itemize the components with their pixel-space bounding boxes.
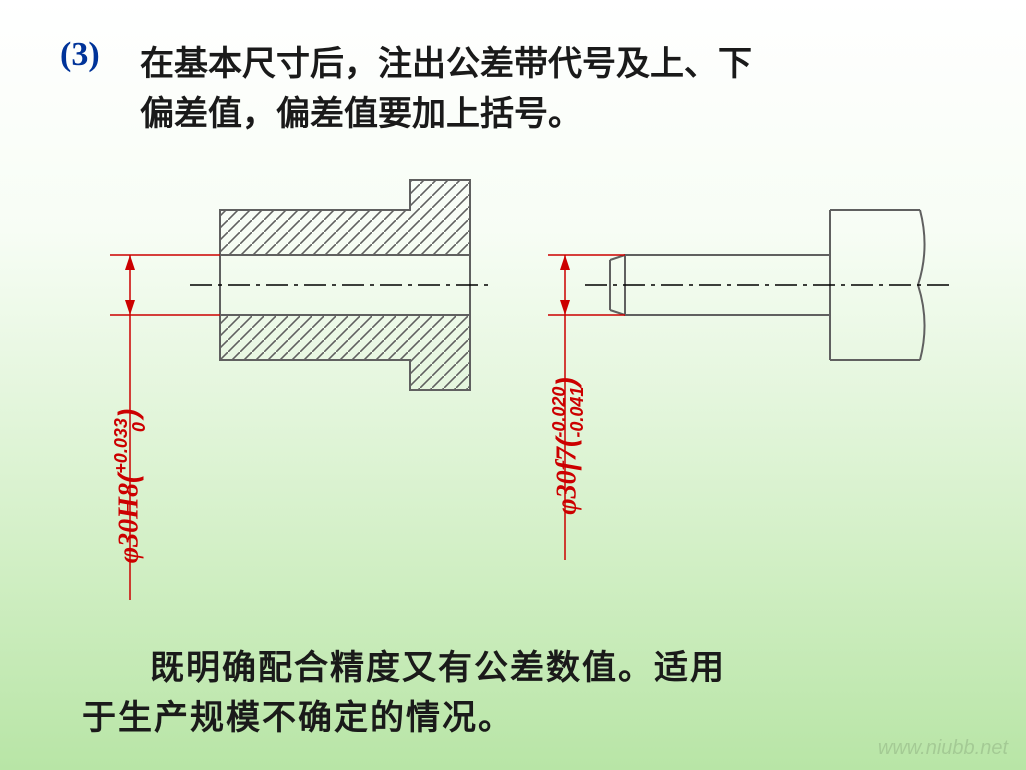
shaft-dim-label: φ30f7( -0.020 -0.041 ) <box>550 286 586 606</box>
footer-line1: 既明确配合精度又有公差数值。适用 <box>150 640 726 689</box>
shaft-dimension <box>0 0 700 620</box>
footer-line2: 于生产规模不确定的情况。 <box>82 690 514 739</box>
watermark: www.niubb.net <box>878 737 1008 760</box>
slide: (3) 在基本尺寸后，注出公差带代号及上、下 偏差值，偏差值要加上括号。 <box>0 0 1026 770</box>
